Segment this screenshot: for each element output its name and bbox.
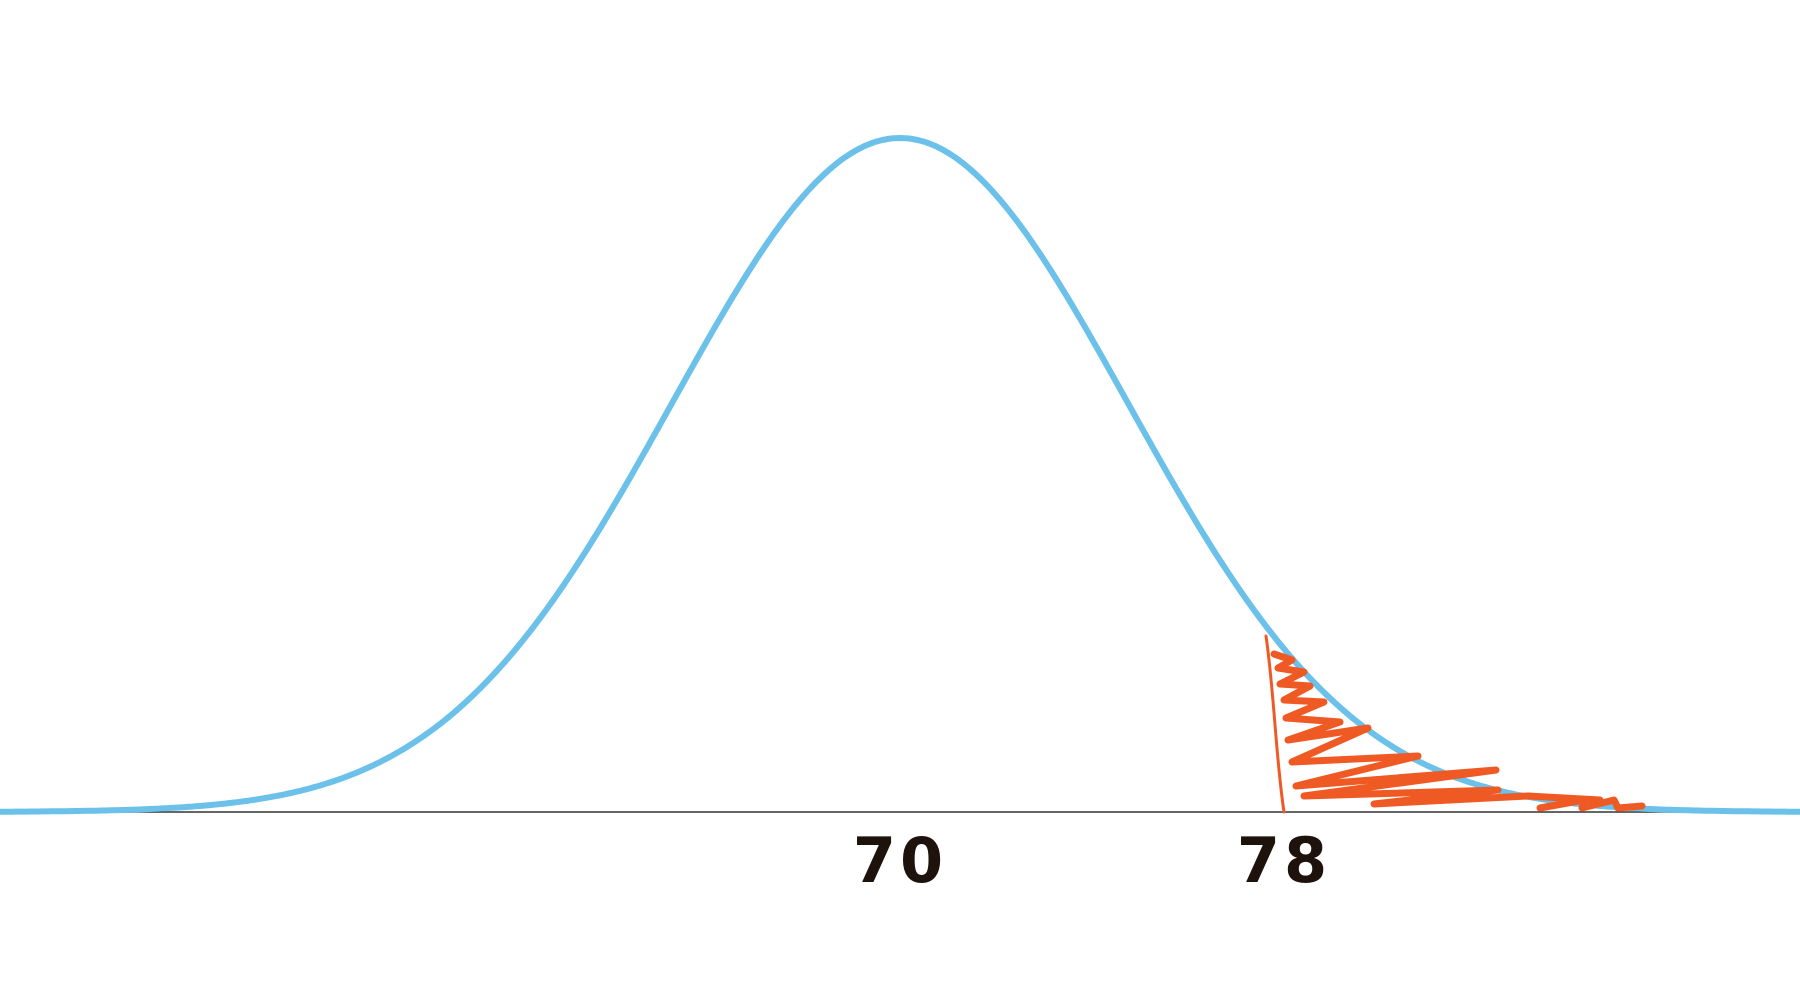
tail-boundary-line <box>1264 634 1286 814</box>
x-tick-label: 78 <box>1237 824 1331 897</box>
tail-scribble-end <box>1536 796 1646 812</box>
bell-curve-line <box>0 135 1800 815</box>
tail-scribble-fill <box>1270 650 1604 808</box>
right-tail-shading <box>1264 634 1646 814</box>
x-tick-label: 70 <box>853 824 947 897</box>
x-tick-labels: 70 78 <box>853 824 1331 897</box>
